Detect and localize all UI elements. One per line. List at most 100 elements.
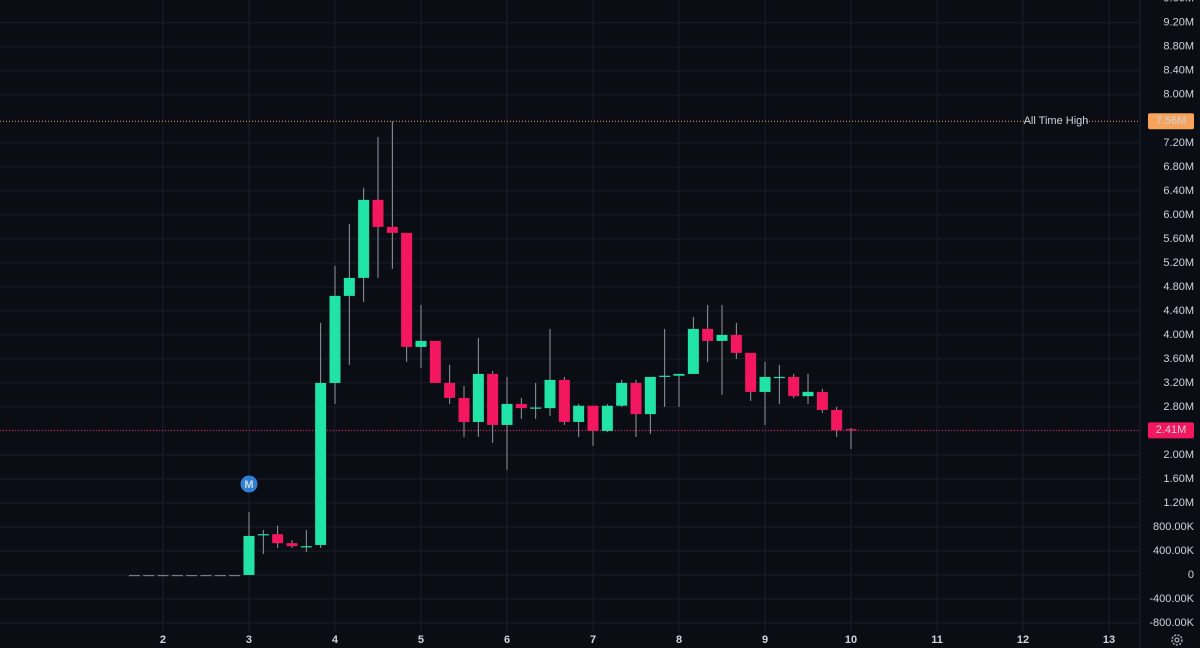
candle-body (587, 405, 599, 431)
candle-body (200, 574, 212, 577)
candle-body (458, 397, 470, 422)
y-tick-label: 8.80M (1163, 41, 1194, 53)
y-tick-label: 5.60M (1163, 233, 1194, 245)
y-tick-label: 6.00M (1163, 209, 1194, 221)
x-tick-label: 8 (676, 634, 682, 646)
y-tick-label: 5.20M (1163, 257, 1194, 269)
x-tick-label: 3 (246, 634, 252, 646)
candle-body (601, 405, 613, 431)
candle-body (644, 376, 656, 415)
ath-tag-label: 7.56M (1156, 115, 1187, 127)
y-tick-label: 4.40M (1163, 305, 1194, 317)
y-tick-label: 2.80M (1163, 401, 1194, 413)
y-tick-label: 800.00K (1153, 521, 1195, 533)
candle-body (673, 373, 685, 376)
y-tick-label: 2.00M (1163, 449, 1194, 461)
y-tick-label: 3.60M (1163, 353, 1194, 365)
candle-body (745, 352, 757, 392)
candle-body (788, 376, 800, 397)
x-tick-label: 2 (160, 634, 166, 646)
candle-body (286, 543, 298, 547)
x-tick-label: 11 (931, 634, 943, 646)
candle-body (845, 429, 857, 431)
candle-body (315, 382, 327, 545)
candle-body (343, 277, 355, 296)
candle-body (358, 199, 370, 278)
candle-body (329, 295, 341, 383)
candle-body (401, 232, 413, 347)
candle-body (257, 534, 269, 536)
y-tick-label: 9.20M (1163, 17, 1194, 29)
candle-body (544, 379, 556, 409)
last-price-label: 2.41M (1156, 424, 1187, 436)
x-tick-label: 10 (845, 634, 857, 646)
y-tick-label: 8.00M (1163, 89, 1194, 101)
y-tick-label: 400.00K (1153, 545, 1195, 557)
event-marker-label: M (244, 479, 253, 491)
y-tick-label: 4.80M (1163, 281, 1194, 293)
candle-body (429, 340, 441, 383)
candle-body (515, 403, 527, 409)
x-tick-label: 7 (590, 634, 596, 646)
candle-body (472, 373, 484, 422)
y-tick-label: 8.40M (1163, 65, 1194, 77)
candle-body (171, 574, 183, 577)
candle-body (415, 340, 427, 347)
event-marker (239, 474, 259, 494)
candle-body (444, 382, 456, 398)
y-tick-label: 4.00M (1163, 329, 1194, 341)
y-tick-label: 0 (1188, 569, 1194, 581)
candle-body (759, 376, 771, 392)
gear-outer (1171, 634, 1183, 646)
y-tick-label: 6.40M (1163, 185, 1194, 197)
candle-body (143, 574, 155, 577)
candle-body (530, 407, 542, 409)
x-tick-label: 5 (418, 634, 424, 646)
y-tick-label: 3.20M (1163, 377, 1194, 389)
candle-body (773, 376, 785, 379)
settings-button[interactable] (1171, 634, 1183, 646)
candle-body (816, 391, 828, 410)
y-tick-label: 1.20M (1163, 497, 1194, 509)
y-tick-label: 9.60M (1163, 0, 1194, 5)
x-tick-label: 12 (1017, 634, 1029, 646)
candle-body (501, 403, 513, 425)
candle-body (630, 382, 642, 415)
candle-body (702, 328, 714, 341)
candle-body (616, 382, 628, 406)
candle-body (386, 226, 398, 233)
candle-body (372, 199, 384, 227)
x-tick-label: 6 (504, 634, 510, 646)
candle-body (659, 375, 671, 377)
candle-body (487, 373, 499, 425)
candle-body (128, 574, 140, 577)
candle-body (687, 328, 699, 374)
candle-body (300, 546, 312, 548)
ath-tag (1148, 113, 1194, 130)
candle-body (558, 379, 570, 422)
candle-body (831, 409, 843, 431)
y-tick-label: 6.80M (1163, 161, 1194, 173)
candle-body (229, 574, 241, 577)
x-tick-label: 13 (1103, 634, 1115, 646)
y-tick-label: 1.60M (1163, 473, 1194, 485)
candle-body (214, 574, 226, 577)
candle-body (802, 391, 814, 397)
gear-inner (1174, 637, 1180, 643)
candle-body (716, 334, 728, 341)
y-tick-label: -800.00K (1149, 617, 1194, 629)
candle-body (186, 574, 198, 577)
x-tick-label: 4 (332, 634, 339, 646)
candle-body (573, 405, 585, 422)
candle-body (272, 534, 284, 544)
ath-text-bg (1026, 114, 1086, 129)
last-price-tag (1148, 422, 1194, 439)
x-tick-label: 9 (762, 634, 768, 646)
y-tick-label: 7.20M (1163, 137, 1194, 149)
y-tick-label: -400.00K (1149, 593, 1194, 605)
candle-body (243, 535, 255, 575)
candle-body (730, 334, 742, 353)
